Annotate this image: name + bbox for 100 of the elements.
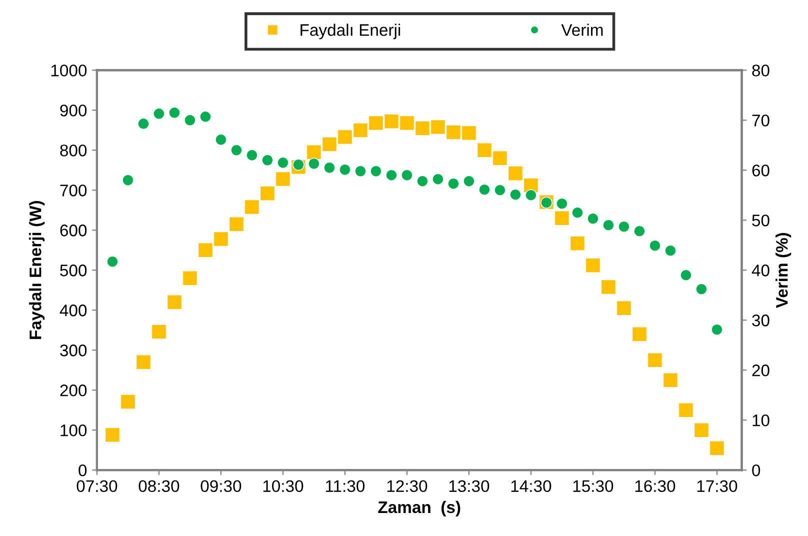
x-tick-label: 17:30 bbox=[697, 480, 738, 492]
y2-tick-label: 50 bbox=[752, 214, 770, 226]
point bbox=[461, 125, 477, 141]
x-tick-label: 08:30 bbox=[138, 480, 180, 492]
point bbox=[323, 162, 336, 174]
point bbox=[680, 269, 692, 282]
y-tick-label: 400 bbox=[60, 304, 87, 316]
point bbox=[152, 108, 165, 120]
point bbox=[647, 352, 663, 368]
point bbox=[586, 212, 599, 225]
point bbox=[228, 216, 244, 232]
point bbox=[678, 402, 694, 418]
y-tick-label: 100 bbox=[60, 424, 87, 436]
y2-tick-label: 70 bbox=[752, 114, 770, 126]
point bbox=[122, 174, 134, 186]
point bbox=[664, 244, 676, 257]
point bbox=[137, 118, 150, 130]
point bbox=[476, 142, 492, 158]
point bbox=[430, 119, 446, 135]
point bbox=[618, 220, 630, 233]
point bbox=[308, 158, 320, 170]
point bbox=[166, 294, 182, 310]
point bbox=[292, 158, 304, 171]
point bbox=[478, 184, 490, 196]
point bbox=[199, 110, 212, 123]
point bbox=[509, 188, 522, 201]
point bbox=[616, 300, 632, 316]
x-tick-label: 13:30 bbox=[449, 480, 490, 492]
point bbox=[602, 219, 614, 232]
point bbox=[198, 242, 214, 258]
point bbox=[182, 270, 198, 286]
point bbox=[695, 283, 708, 296]
y2-tick-label: 80 bbox=[752, 64, 770, 76]
point bbox=[322, 136, 338, 152]
point bbox=[385, 169, 398, 182]
point bbox=[354, 165, 366, 178]
point bbox=[709, 440, 725, 456]
point bbox=[494, 184, 506, 196]
point bbox=[151, 324, 167, 340]
y-tick-label: 200 bbox=[60, 384, 87, 396]
y-axis-title: Faydalı Enerji (W) bbox=[29, 201, 45, 339]
point bbox=[400, 169, 413, 182]
point bbox=[276, 156, 289, 169]
point bbox=[261, 154, 274, 166]
point bbox=[492, 150, 508, 166]
point bbox=[370, 165, 382, 178]
point bbox=[244, 199, 260, 215]
point bbox=[633, 225, 646, 238]
point bbox=[447, 178, 460, 190]
point bbox=[275, 171, 291, 187]
point bbox=[352, 122, 368, 138]
y-tick-label: 500 bbox=[60, 264, 87, 276]
x-tick-label: 14:30 bbox=[511, 480, 552, 492]
point bbox=[384, 114, 400, 130]
x-tick-label: 12:30 bbox=[387, 480, 428, 492]
point bbox=[104, 427, 120, 443]
y2-tick-label: 30 bbox=[752, 314, 770, 326]
y-tick-label: 1000 bbox=[51, 64, 87, 76]
legend-label: Verim bbox=[561, 24, 603, 36]
point bbox=[230, 144, 242, 156]
point bbox=[446, 124, 462, 140]
y-tick-label: 600 bbox=[60, 224, 87, 236]
y-tick-label: 900 bbox=[60, 104, 87, 116]
y-tick-label: 700 bbox=[60, 184, 87, 196]
y2-axis-title: Verim (%) bbox=[776, 232, 792, 308]
point bbox=[120, 394, 136, 410]
point bbox=[414, 120, 430, 136]
point bbox=[416, 175, 428, 188]
y2-tick-label: 0 bbox=[752, 464, 760, 476]
point bbox=[106, 256, 118, 268]
point bbox=[554, 210, 570, 226]
point bbox=[168, 106, 180, 119]
x-tick-label: 10:30 bbox=[263, 480, 304, 492]
x-tick-label: 11:30 bbox=[326, 480, 365, 492]
point bbox=[399, 115, 415, 131]
point bbox=[648, 240, 661, 252]
y-tick-label: 300 bbox=[60, 344, 87, 356]
x-axis-title: Zaman (s) bbox=[378, 500, 460, 516]
legend-label: Faydalı Enerji bbox=[300, 24, 400, 40]
point bbox=[710, 324, 723, 336]
x-tick-label: 07:30 bbox=[76, 480, 118, 492]
point bbox=[136, 354, 152, 370]
point bbox=[338, 164, 351, 176]
point bbox=[213, 231, 229, 247]
point bbox=[556, 198, 568, 210]
y2-tick-label: 60 bbox=[752, 164, 770, 176]
x-tick-label: 15:30 bbox=[573, 480, 614, 492]
point bbox=[214, 134, 227, 146]
y2-tick-label: 20 bbox=[752, 364, 770, 376]
x-tick-label: 09:30 bbox=[200, 480, 242, 492]
point bbox=[571, 206, 584, 219]
point bbox=[368, 115, 384, 131]
y2-tick-label: 40 bbox=[752, 264, 770, 276]
point bbox=[694, 422, 710, 438]
point bbox=[462, 175, 475, 188]
point bbox=[306, 144, 322, 160]
point bbox=[600, 279, 616, 295]
point bbox=[432, 173, 444, 186]
y-tick-label: 800 bbox=[60, 144, 87, 156]
point bbox=[184, 114, 196, 126]
